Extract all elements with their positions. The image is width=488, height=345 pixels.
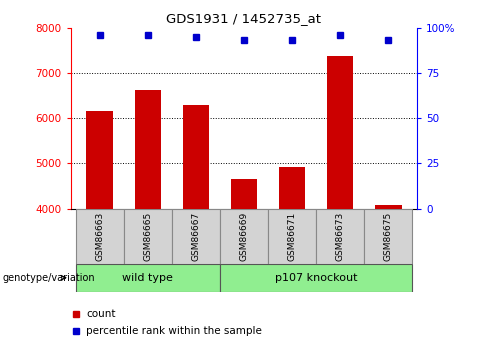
Text: count: count: [86, 309, 116, 319]
Text: GSM86673: GSM86673: [336, 212, 345, 261]
Bar: [76, 264, 220, 292]
Text: GSM86665: GSM86665: [143, 212, 152, 261]
Bar: [327, 56, 353, 209]
Bar: [279, 167, 305, 209]
Bar: [316, 209, 365, 264]
Bar: [220, 209, 268, 264]
Text: GSM86669: GSM86669: [240, 212, 248, 261]
Title: GDS1931 / 1452735_at: GDS1931 / 1452735_at: [166, 12, 322, 25]
Text: GSM86667: GSM86667: [191, 212, 201, 261]
Bar: [172, 209, 220, 264]
Bar: [365, 209, 412, 264]
Bar: [135, 90, 161, 209]
Bar: [86, 111, 113, 209]
Bar: [123, 209, 172, 264]
Bar: [220, 264, 412, 292]
Bar: [375, 205, 402, 209]
Text: GSM86663: GSM86663: [95, 212, 104, 261]
Text: GSM86671: GSM86671: [287, 212, 297, 261]
Text: GSM86675: GSM86675: [384, 212, 393, 261]
Bar: [231, 179, 257, 209]
Text: percentile rank within the sample: percentile rank within the sample: [86, 326, 262, 336]
Text: genotype/variation: genotype/variation: [2, 273, 95, 283]
Bar: [76, 209, 123, 264]
Text: wild type: wild type: [122, 273, 173, 283]
Bar: [183, 106, 209, 209]
Bar: [268, 209, 316, 264]
Text: p107 knockout: p107 knockout: [275, 273, 357, 283]
